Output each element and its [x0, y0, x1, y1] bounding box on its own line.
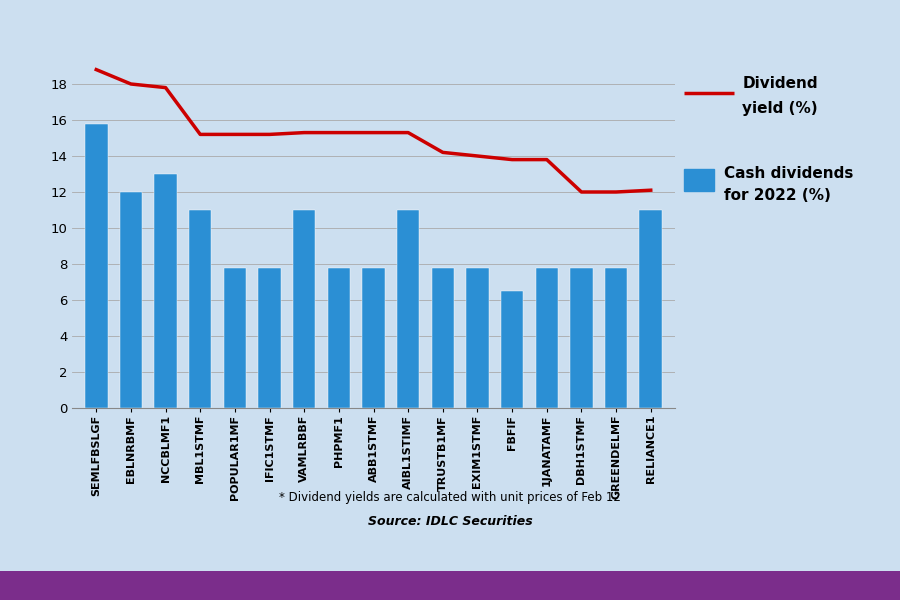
Text: yield (%): yield (%) — [742, 101, 818, 115]
Text: for 2022 (%): for 2022 (%) — [724, 187, 832, 203]
Bar — [85, 124, 107, 408]
Bar — [536, 268, 558, 408]
Text: Source: IDLC Securities: Source: IDLC Securities — [367, 515, 533, 528]
Bar — [328, 268, 350, 408]
Bar — [571, 268, 593, 408]
Bar — [154, 174, 176, 408]
Bar — [466, 268, 489, 408]
Bar — [501, 291, 524, 408]
Bar — [362, 268, 385, 408]
Bar — [223, 268, 246, 408]
Bar — [431, 268, 454, 408]
Bar — [258, 268, 281, 408]
Text: Dividend: Dividend — [742, 76, 818, 91]
Text: Cash dividends: Cash dividends — [724, 166, 854, 181]
Bar — [397, 210, 419, 408]
Bar — [189, 210, 212, 408]
Bar — [292, 210, 316, 408]
Bar — [120, 192, 142, 408]
Bar — [640, 210, 662, 408]
Bar — [605, 268, 627, 408]
Text: * Dividend yields are calculated with unit prices of Feb 12: * Dividend yields are calculated with un… — [279, 491, 621, 504]
